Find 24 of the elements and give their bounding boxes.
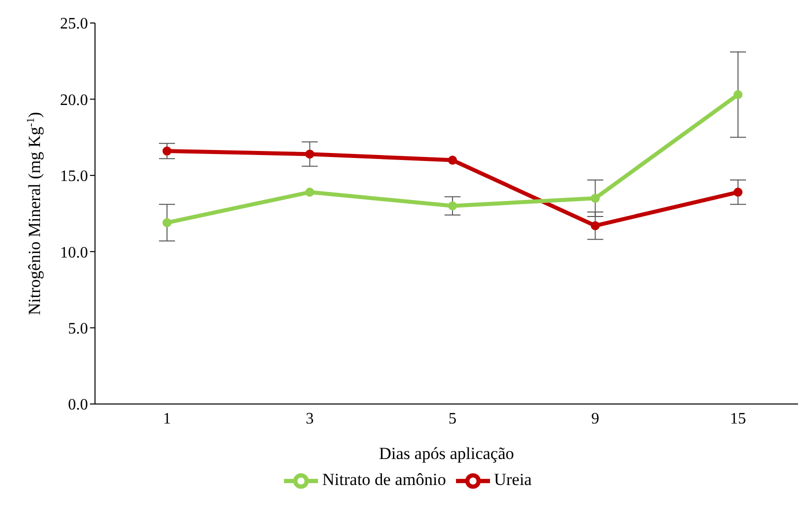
legend-label: Ureia bbox=[494, 470, 532, 489]
point bbox=[162, 146, 172, 156]
point bbox=[734, 90, 742, 100]
point bbox=[162, 218, 172, 228]
point bbox=[590, 194, 600, 203]
y-tick-label: 25.0 bbox=[60, 16, 88, 33]
legend-label: Nitrato de amônio bbox=[322, 470, 446, 489]
x-tick-label: 1 bbox=[163, 410, 171, 428]
y-tick-label: 0.0 bbox=[68, 396, 88, 414]
point bbox=[305, 150, 314, 159]
x-tick-label: 15 bbox=[730, 410, 746, 428]
x-axis-title: Dias após aplicação bbox=[379, 444, 514, 463]
point bbox=[448, 156, 457, 165]
y-tick-label: 5.0 bbox=[68, 320, 88, 338]
point bbox=[734, 188, 742, 197]
y-tick-label: 20.0 bbox=[60, 92, 88, 109]
x-tick-label: 9 bbox=[591, 410, 600, 428]
point bbox=[305, 188, 314, 197]
point bbox=[448, 201, 457, 210]
x-tick-label: 3 bbox=[306, 410, 314, 428]
y-tick-label: 15.0 bbox=[60, 168, 88, 186]
point bbox=[590, 221, 600, 230]
y-tick-label: 10.0 bbox=[60, 244, 88, 262]
x-tick-label: 5 bbox=[448, 410, 456, 428]
